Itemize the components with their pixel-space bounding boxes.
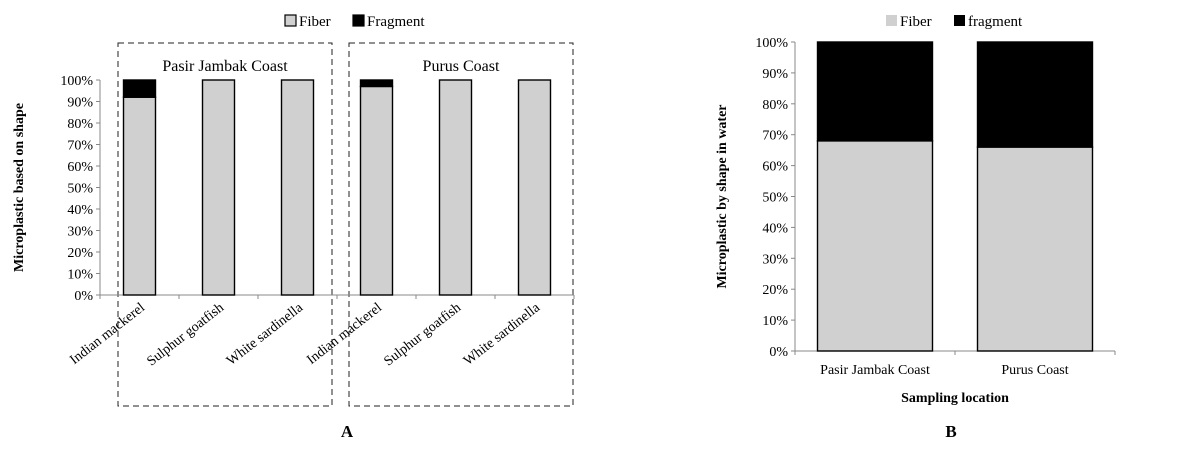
panel-letter-b: B	[945, 422, 956, 441]
y-tick-label-a: 10%	[67, 268, 93, 283]
legend-swatch-b-0	[886, 15, 897, 26]
y-tick-label-b: 90%	[762, 67, 788, 82]
y-tick-label-b: 40%	[762, 221, 788, 236]
y-tick-label-a: 50%	[67, 182, 93, 197]
group-label-1: Purus Coast	[423, 58, 500, 75]
y-tick-label-b: 100%	[755, 36, 788, 51]
bar-a-0-fragment	[122, 79, 157, 98]
legend-swatch-a-1	[352, 14, 365, 27]
bar-a-4-fiber	[438, 79, 473, 296]
y-tick-label-b: 30%	[762, 252, 788, 267]
bar-a-5-fiber	[517, 79, 552, 296]
x-tick-label-b: Pasir Jambak Coast	[820, 363, 930, 378]
y-tick-label-b: 20%	[762, 283, 788, 298]
y-tick-label-b: 60%	[762, 160, 788, 175]
legend-swatch-b-1	[954, 15, 965, 26]
y-tick-label-b: 80%	[762, 98, 788, 113]
bar-a-1-fiber	[201, 79, 236, 296]
x-tick-label-b: Purus Coast	[1001, 363, 1068, 378]
bar-a-3-fragment	[359, 79, 394, 88]
y-tick-label-a: 70%	[67, 139, 93, 154]
y-axis-title-b: Microplastic by shape in water	[715, 104, 730, 288]
x-tick-label-a: Sulphur goatfish	[381, 300, 463, 369]
bar-a-2-fiber	[280, 79, 315, 296]
x-tick-label-a: White sardinella	[224, 300, 306, 369]
legend-label-b-1: fragment	[968, 14, 1023, 30]
x-axis-title-b: Sampling location	[901, 391, 1009, 406]
x-tick-label-a: Indian mackerel	[67, 300, 148, 368]
y-tick-label-a: 0%	[74, 289, 93, 304]
x-tick-label-a: Sulphur goatfish	[144, 300, 226, 369]
y-tick-label-a: 90%	[67, 96, 93, 111]
bar-a-3-fiber	[359, 85, 394, 296]
y-tick-label-a: 30%	[67, 225, 93, 240]
group-label-0: Pasir Jambak Coast	[162, 58, 288, 75]
x-tick-label-a: White sardinella	[461, 300, 543, 369]
legend-swatch-a-0	[284, 14, 297, 27]
y-tick-label-b: 70%	[762, 129, 788, 144]
y-tick-label-b: 10%	[762, 314, 788, 329]
bar-b-1-fiber	[976, 146, 1094, 352]
legend-label-b-0: Fiber	[900, 14, 932, 30]
y-tick-label-b: 50%	[762, 191, 788, 206]
y-tick-label-a: 20%	[67, 246, 93, 261]
legend-label-a-0: Fiber	[299, 14, 331, 30]
group-box-0	[117, 42, 333, 407]
y-axis-title-a: Microplastic based on shape	[12, 103, 27, 272]
bar-b-0-fiber	[816, 140, 934, 352]
panel-letter-a: A	[341, 422, 354, 441]
y-tick-label-a: 40%	[67, 203, 93, 218]
group-box-1	[348, 42, 574, 407]
y-tick-label-a: 60%	[67, 160, 93, 175]
bar-b-1-fragment	[976, 41, 1094, 148]
y-tick-label-a: 100%	[60, 74, 93, 89]
chart-panel-b: Fiber fragment 0% 10% 20% 30% 40% 50% 60% 70% 80% 9…	[715, 14, 1116, 406]
legend-label-a-1: Fragment	[367, 14, 425, 30]
y-tick-label-b: 0%	[769, 345, 788, 360]
x-tick-label-a: Indian mackerel	[304, 300, 385, 368]
chart-panel-a: Pasir Jambak Coast Purus Coast Fiber Fragme…	[12, 14, 575, 407]
bar-a-0-fiber	[122, 96, 157, 296]
bar-b-0-fragment	[816, 41, 934, 142]
y-tick-label-a: 80%	[67, 117, 93, 132]
